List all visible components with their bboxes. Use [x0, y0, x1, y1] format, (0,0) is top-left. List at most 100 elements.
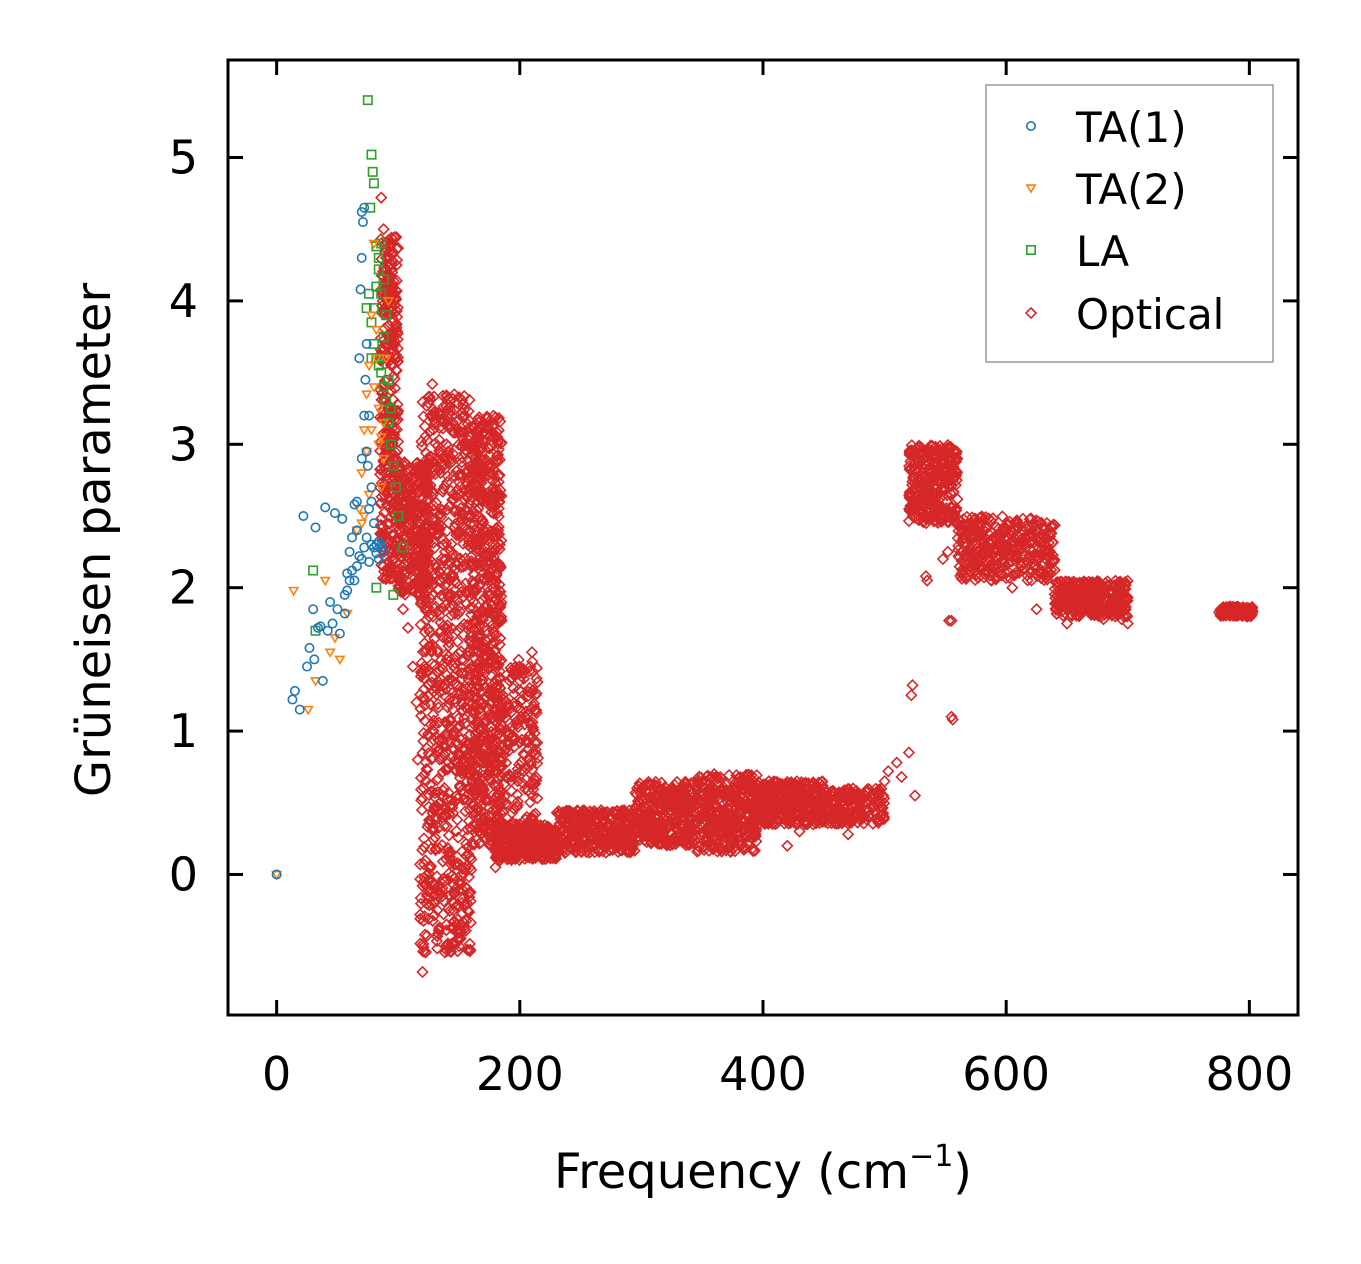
data-point	[393, 523, 406, 536]
data-point	[437, 590, 450, 604]
data-point	[475, 799, 488, 812]
data-point	[817, 782, 831, 796]
data-point	[949, 451, 962, 464]
data-point	[474, 613, 487, 627]
data-point	[465, 449, 479, 462]
data-point	[834, 788, 848, 801]
data-point	[531, 792, 544, 805]
data-point	[437, 894, 451, 908]
data-point	[467, 673, 481, 686]
data-point	[520, 733, 533, 746]
data-point	[491, 589, 504, 602]
data-point	[439, 740, 453, 753]
data-point	[950, 445, 963, 458]
data-point	[419, 569, 432, 582]
data-point	[589, 833, 603, 846]
data-point	[443, 807, 456, 821]
data-point	[955, 520, 968, 534]
data-point	[458, 717, 472, 730]
data-point	[764, 814, 777, 827]
data-point	[424, 842, 438, 856]
data-point	[472, 535, 485, 549]
data-point	[447, 599, 460, 612]
data-point	[451, 635, 464, 648]
data-point	[917, 516, 930, 529]
data-point	[668, 788, 682, 801]
data-point	[489, 842, 502, 856]
data-point	[510, 823, 524, 836]
data-point	[491, 507, 504, 520]
data-point	[694, 819, 707, 832]
data-point	[773, 777, 787, 790]
data-point	[672, 808, 685, 821]
data-point	[492, 831, 505, 844]
data-point	[418, 626, 432, 639]
data-point	[487, 507, 500, 520]
data-point	[443, 889, 456, 902]
data-point	[824, 811, 838, 824]
data-point	[436, 765, 450, 779]
data-point	[661, 798, 675, 811]
data-point	[449, 695, 462, 709]
data-point	[418, 693, 431, 706]
data-point	[912, 458, 925, 471]
data-point	[431, 904, 444, 917]
data-point	[427, 503, 441, 516]
data-point	[460, 896, 474, 910]
data-point	[458, 389, 471, 403]
data-point	[771, 798, 784, 811]
data-point	[836, 815, 850, 828]
data-point	[475, 658, 489, 672]
data-point	[675, 792, 688, 805]
data-point	[444, 456, 457, 469]
data-point	[491, 615, 505, 629]
data-point	[434, 672, 448, 686]
data-point	[620, 843, 633, 857]
data-point	[427, 403, 440, 416]
data-point	[382, 233, 396, 246]
data-point	[431, 646, 444, 659]
data-point	[949, 447, 963, 461]
data-point	[717, 824, 731, 837]
data-point	[449, 563, 462, 576]
data-point	[601, 818, 615, 831]
data-point	[735, 838, 749, 851]
data-point	[481, 581, 494, 594]
data-point	[547, 845, 560, 858]
data-point	[531, 675, 544, 689]
data-point	[382, 560, 396, 574]
data-point	[463, 851, 477, 864]
data-point	[452, 425, 465, 439]
data-point	[490, 567, 503, 580]
data-point	[675, 799, 688, 812]
data-point	[456, 555, 470, 568]
data-point	[526, 665, 539, 678]
data-point	[625, 840, 639, 854]
data-point	[703, 822, 716, 835]
data-point	[453, 771, 467, 785]
data-point	[451, 831, 465, 844]
data-point	[690, 823, 703, 836]
data-point	[737, 821, 750, 834]
data-point	[457, 915, 470, 928]
data-point	[480, 410, 493, 424]
data-point	[511, 720, 525, 734]
data-point	[494, 710, 507, 723]
data-point	[454, 932, 467, 945]
data-point	[490, 790, 503, 804]
data-point	[424, 479, 437, 492]
data-point	[534, 819, 548, 832]
data-point	[666, 837, 679, 850]
data-point	[522, 729, 536, 743]
data-point	[456, 410, 469, 423]
data-point	[487, 545, 500, 559]
data-point	[458, 484, 471, 497]
data-point	[463, 937, 476, 951]
data-point	[439, 648, 453, 661]
data-point	[420, 929, 434, 942]
data-point	[714, 843, 727, 856]
data-point	[630, 788, 643, 801]
data-point	[487, 468, 500, 481]
data-point	[476, 532, 490, 545]
data-point	[516, 777, 530, 790]
